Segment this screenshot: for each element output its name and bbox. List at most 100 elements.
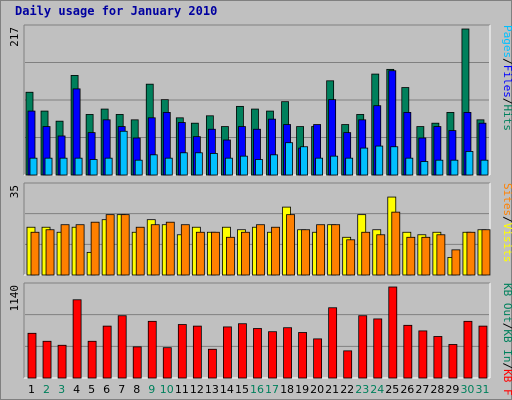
- x-tick-label: 12: [190, 383, 204, 396]
- bar-sites-day-3: [60, 224, 70, 276]
- bar-sites-day-11: [180, 224, 190, 276]
- x-tick-label: 29: [445, 383, 459, 396]
- bar-kbf-day-8: [132, 346, 142, 379]
- bar-kbf-day-16: [253, 328, 262, 379]
- legend-entry: KB F: [501, 369, 512, 396]
- bar-pages-day-5: [89, 159, 98, 176]
- bar-pages-day-31: [480, 159, 489, 176]
- bar-kbf-day-24: [373, 318, 383, 379]
- x-tick-label: 17: [265, 383, 279, 396]
- bar-kbf-day-14: [223, 326, 232, 379]
- x-tick-label: 1: [28, 383, 35, 396]
- bar-pages-day-17: [270, 154, 278, 176]
- bar-sites-day-31: [481, 229, 491, 276]
- bar-kbf-day-26: [403, 324, 413, 379]
- max-label-hits: 217: [8, 27, 21, 47]
- bar-pages-day-4: [74, 157, 83, 176]
- x-tick-label: 27: [415, 383, 429, 396]
- bar-kbf-day-12: [192, 325, 202, 379]
- bar-kbf-day-17: [268, 331, 277, 379]
- x-tick-label: 2: [43, 383, 50, 396]
- bar-sites-day-28: [436, 234, 446, 276]
- bar-sites-day-9: [150, 224, 160, 276]
- bar-sites-day-25: [391, 211, 401, 276]
- bar-pages-day-15: [240, 155, 248, 176]
- x-tick-label: 19: [295, 383, 309, 396]
- legend-entry: /: [501, 323, 512, 330]
- x-tick-label: 13: [205, 383, 219, 396]
- bar-kbf-day-3: [57, 344, 67, 379]
- bar-pages-day-24: [375, 145, 384, 176]
- bar-kbf-day-15: [238, 323, 247, 379]
- bar-sites-day-7: [120, 214, 130, 276]
- legend-entry: KB Out: [501, 283, 512, 323]
- legend-kb: KB Out/KB In/KB F: [501, 283, 512, 396]
- bar-pages-day-18: [285, 142, 293, 176]
- bar-sites-day-14: [226, 236, 235, 276]
- bar-sites-day-13: [210, 231, 220, 276]
- bar-kbf-day-4: [72, 299, 82, 379]
- legend-entry: /: [501, 363, 512, 370]
- bar-pages-day-13: [209, 153, 218, 176]
- bar-kbf-day-18: [283, 327, 292, 379]
- x-tick-label: 25: [385, 383, 399, 396]
- x-tick-label: 16: [250, 383, 264, 396]
- bar-sites-day-27: [421, 236, 431, 276]
- bar-kbf-day-30: [463, 320, 473, 379]
- x-tick-label: 15: [235, 383, 249, 396]
- max-label-visits: 35: [8, 185, 21, 198]
- bar-sites-day-21: [331, 224, 341, 276]
- bar-sites-day-22: [346, 239, 356, 276]
- bar-kbf-day-13: [207, 348, 217, 379]
- bar-pages-day-26: [405, 157, 414, 176]
- bar-pages-day-12: [194, 152, 203, 176]
- legend-entry: KB In: [501, 329, 512, 362]
- bar-kbf-day-19: [298, 332, 307, 379]
- bar-sites-day-16: [256, 224, 265, 276]
- legend-entry: Sites: [501, 183, 512, 216]
- bar-sites-day-1: [30, 231, 40, 276]
- bar-sites-day-6: [105, 214, 115, 276]
- bar-sites-day-5: [90, 221, 100, 276]
- x-tick-label: 22: [340, 383, 354, 396]
- bar-sites-day-20: [316, 224, 326, 276]
- x-tick-label: 8: [133, 383, 140, 396]
- bar-pages-day-1: [29, 157, 38, 176]
- x-tick-label: 11: [175, 383, 189, 396]
- bar-kbf-day-7: [117, 315, 127, 379]
- bar-pages-day-25: [390, 146, 399, 176]
- bar-pages-day-2: [44, 157, 53, 176]
- legend-entry: Visits: [501, 223, 512, 263]
- bar-sites-day-26: [406, 236, 416, 276]
- legend-visits-sites: Sites/Visits: [501, 183, 512, 263]
- bar-pages-day-10: [164, 157, 173, 176]
- x-tick-label: 9: [148, 383, 155, 396]
- x-tick-label: 6: [103, 383, 110, 396]
- bar-sites-day-8: [135, 226, 145, 276]
- bar-kbf-day-28: [433, 336, 443, 379]
- bar-kbf-day-31: [478, 325, 488, 379]
- chart-title: Daily usage for January 2010: [15, 4, 218, 18]
- x-tick-label: 28: [430, 383, 444, 396]
- x-tick-label: 18: [280, 383, 294, 396]
- x-tick-label: 30: [460, 383, 474, 396]
- legend-entry: /: [501, 58, 512, 65]
- bar-sites-day-19: [301, 229, 310, 276]
- bar-pages-day-27: [420, 161, 429, 176]
- bar-sites-day-29: [451, 249, 461, 276]
- x-tick-label: 20: [310, 383, 324, 396]
- bar-pages-day-29: [450, 159, 459, 176]
- bar-kbf-day-29: [448, 344, 458, 379]
- x-tick-label: 4: [73, 383, 80, 396]
- bar-kbf-day-25: [388, 286, 398, 379]
- bar-pages-day-21: [330, 155, 339, 176]
- bar-sites-day-24: [376, 234, 386, 276]
- legend-entry: Files: [501, 65, 512, 98]
- x-tick-label: 23: [355, 383, 369, 396]
- bar-pages-day-3: [59, 157, 68, 176]
- bar-sites-day-12: [195, 231, 205, 276]
- bar-sites-day-17: [271, 226, 280, 276]
- x-tick-label: 24: [370, 383, 384, 396]
- x-tick-label: 10: [160, 383, 174, 396]
